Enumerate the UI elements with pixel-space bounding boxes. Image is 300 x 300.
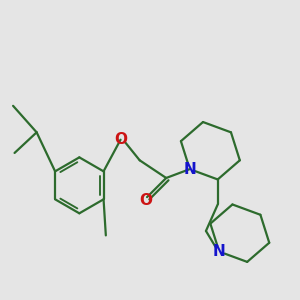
- Text: N: N: [183, 162, 196, 177]
- Text: O: O: [139, 193, 152, 208]
- Text: N: N: [213, 244, 226, 259]
- Text: O: O: [114, 132, 127, 147]
